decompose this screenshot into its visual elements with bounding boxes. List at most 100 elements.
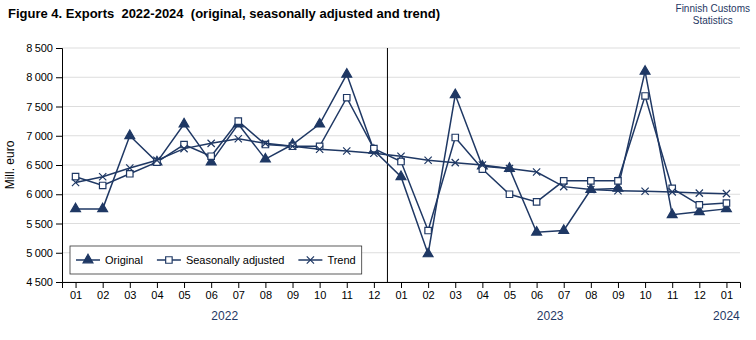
- y-tick: 5 000: [26, 247, 62, 259]
- x-tick-mark: [157, 282, 158, 288]
- x-tick-label: 11: [667, 289, 678, 301]
- x-tick-mark: [455, 282, 456, 288]
- legend-entry: Original: [76, 254, 143, 266]
- x-axis: 0102030405060708091011120102030405060708…: [63, 282, 741, 301]
- x-tick: 04: [151, 282, 163, 301]
- series-marker: [126, 164, 133, 171]
- series-marker: [587, 186, 594, 193]
- grid-line: [62, 106, 740, 107]
- x-tick-mark: [645, 282, 646, 288]
- x-tick-label: 10: [314, 289, 326, 301]
- x-tick-mark: [103, 282, 104, 288]
- y-tick-mark: [56, 136, 62, 137]
- x-tick: 10: [314, 282, 326, 301]
- x-tick-mark: [428, 282, 429, 288]
- series-line: [76, 96, 727, 231]
- series-marker: [479, 161, 486, 168]
- y-tick: 6 000: [26, 188, 62, 200]
- series-marker: [696, 189, 703, 196]
- y-tick: 7 000: [26, 130, 62, 142]
- series-marker: [316, 146, 323, 153]
- series-marker: [505, 163, 515, 172]
- y-tick-label: 8 000: [26, 71, 53, 83]
- series-marker: [179, 118, 189, 127]
- x-tick: 05: [178, 282, 190, 301]
- x-tick-label: 01: [395, 289, 407, 301]
- y-tick: 7 500: [26, 101, 62, 113]
- x-tick-mark: [293, 282, 294, 288]
- x-axis-line: [63, 283, 741, 289]
- x-tick: 12: [694, 282, 706, 301]
- y-tick-label: 5 000: [26, 247, 53, 259]
- x-tick-mark: [672, 282, 673, 288]
- series-marker: [208, 140, 215, 147]
- x-tick-label: 07: [233, 289, 245, 301]
- grid-line: [62, 223, 740, 224]
- x-tick-mark: [76, 282, 77, 288]
- series-marker: [98, 203, 108, 212]
- y-tick: 5 500: [26, 218, 62, 230]
- x-tick-label: 04: [477, 289, 489, 301]
- series-marker: [532, 227, 542, 236]
- y-tick-label: 8 500: [26, 42, 53, 54]
- series-marker: [71, 203, 81, 212]
- x-tick-mark: [130, 282, 131, 288]
- year-separator: [387, 48, 388, 282]
- x-tick-mark: [509, 282, 510, 288]
- y-tick-mark: [56, 224, 62, 225]
- series-marker: [370, 150, 377, 157]
- grid: [62, 48, 740, 282]
- x-tick: 07: [558, 282, 570, 301]
- series-marker: [723, 200, 729, 206]
- series-marker: [127, 171, 133, 177]
- x-tick-label: 05: [504, 289, 516, 301]
- series-marker: [559, 225, 569, 234]
- x-tick-mark: [618, 282, 619, 288]
- x-tick-label: 11: [342, 289, 353, 301]
- marks: [71, 66, 732, 257]
- legend-box: [70, 246, 362, 274]
- series-marker: [641, 188, 648, 195]
- series-marker: [397, 153, 404, 160]
- x-tick-label: 04: [151, 289, 163, 301]
- series-marker: [424, 157, 431, 164]
- x-tick-mark: [347, 282, 348, 288]
- series-marker: [669, 188, 676, 195]
- chart-svg: 4 500 5 000 5 500 6 000 6 500 7 000 7 500 8 000…: [0, 0, 756, 340]
- x-tick-label: 08: [260, 289, 272, 301]
- legend-marker: [83, 254, 93, 263]
- series-marker: [667, 209, 677, 218]
- series-marker: [235, 118, 241, 124]
- x-tick-label: 05: [178, 289, 190, 301]
- series-marker: [423, 248, 433, 257]
- x-tick: 04: [477, 282, 489, 301]
- x-tick-label: 01: [70, 289, 82, 301]
- x-tick-label: 09: [287, 289, 299, 301]
- x-tick-label: 03: [450, 289, 462, 301]
- y-tick-mark: [56, 77, 62, 78]
- series-marker: [72, 179, 79, 186]
- series-marker: [640, 66, 650, 75]
- year-label: 2023: [537, 309, 564, 323]
- series-marker: [614, 187, 621, 194]
- grid-line: [62, 48, 740, 49]
- y-tick: 4 500: [26, 276, 62, 288]
- y-tick-label: 6 000: [26, 188, 53, 200]
- year-label: 2024: [713, 309, 740, 323]
- grid-line: [62, 77, 740, 78]
- y-tick-mark: [56, 48, 62, 49]
- x-tick-mark: [591, 282, 592, 288]
- annotations: 202220232024: [211, 309, 740, 323]
- x-tick-mark: [184, 282, 185, 288]
- y-tick-mark: [56, 194, 62, 195]
- y-tick: 6 500: [26, 159, 62, 171]
- x-tick-label: 12: [694, 289, 706, 301]
- legend-marker: [166, 257, 172, 263]
- y-axis-line: [56, 49, 63, 283]
- series-marker: [506, 191, 512, 197]
- legend-marker: [307, 256, 314, 263]
- series-marker: [180, 145, 187, 152]
- x-tick-mark: [401, 282, 402, 288]
- series-marker: [315, 118, 325, 127]
- series-marker: [669, 185, 675, 191]
